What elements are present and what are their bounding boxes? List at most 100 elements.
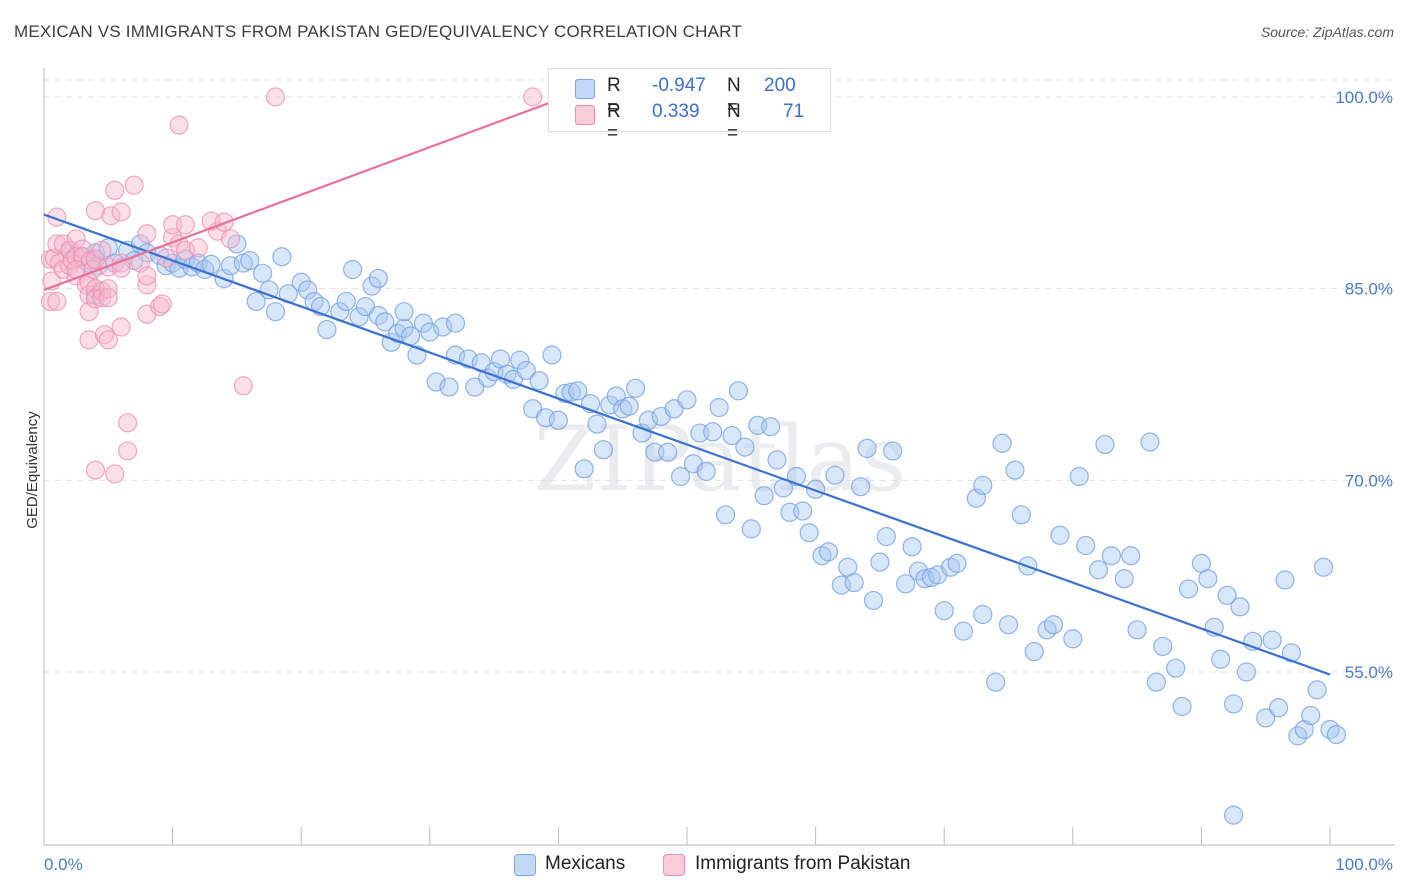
data-point <box>934 601 954 621</box>
data-point <box>317 319 337 340</box>
data-point <box>105 464 125 484</box>
data-point <box>233 376 253 396</box>
data-point <box>1236 662 1257 682</box>
data-point <box>98 288 118 308</box>
series-pakistan <box>40 87 543 484</box>
source-credit: Source: ZipAtlas.com <box>1260 24 1394 40</box>
data-point <box>625 378 646 398</box>
trend-lines <box>43 98 1331 676</box>
legend-n-value: 200 <box>764 75 796 96</box>
data-point <box>973 604 993 625</box>
data-point <box>343 259 363 280</box>
data-point <box>863 590 884 611</box>
data-point <box>246 291 266 312</box>
data-point <box>574 459 594 479</box>
data-point <box>799 523 819 543</box>
series-legend: Mexicans Immigrants from Pakistan <box>0 852 1406 878</box>
data-point <box>1088 560 1109 580</box>
trend-line-mexicans <box>43 213 1331 676</box>
data-point <box>291 272 311 292</box>
data-point <box>362 276 382 296</box>
data-point <box>1121 546 1141 566</box>
data-point <box>529 371 549 391</box>
data-point <box>240 250 260 271</box>
data-point <box>883 441 903 461</box>
data-point <box>510 350 530 370</box>
data-point <box>1005 460 1025 480</box>
data-point <box>111 317 131 337</box>
data-point <box>1076 535 1096 556</box>
series-mexicans <box>60 234 1347 825</box>
legend-swatch-pakistan <box>575 105 595 125</box>
chart-title: MEXICAN VS IMMIGRANTS FROM PAKISTAN GED/… <box>14 22 742 41</box>
data-point <box>265 302 286 322</box>
data-point <box>1153 636 1173 657</box>
data-point <box>98 330 118 350</box>
data-point <box>152 294 172 314</box>
data-point <box>150 296 170 317</box>
data-point <box>857 438 877 458</box>
data-point <box>1256 708 1276 728</box>
data-point <box>336 291 356 312</box>
data-point <box>696 461 716 481</box>
data-point <box>1069 466 1089 487</box>
legend-label-pakistan: Immigrants from Pakistan <box>695 853 911 874</box>
data-point <box>124 175 144 195</box>
data-point <box>568 381 588 401</box>
data-point <box>188 238 208 258</box>
x-tick-label: 0.0% <box>44 855 83 874</box>
data-point <box>973 475 993 496</box>
data-point <box>1326 725 1347 745</box>
legend-r-label: R = <box>607 101 621 144</box>
data-point <box>548 410 569 430</box>
data-point <box>1011 505 1031 525</box>
legend-n-label: N = <box>727 75 741 118</box>
data-point <box>998 615 1019 635</box>
data-point <box>1268 698 1289 718</box>
data-point <box>368 268 388 289</box>
data-point <box>111 202 131 222</box>
data-point <box>986 672 1006 692</box>
data-point <box>619 396 639 416</box>
data-point <box>754 486 774 506</box>
data-point <box>818 542 839 562</box>
data-point <box>741 519 761 539</box>
y-tick-label: 100.0% <box>1335 88 1393 107</box>
data-point <box>117 413 138 433</box>
data-point <box>587 414 607 434</box>
data-point <box>1320 719 1340 740</box>
data-point <box>201 254 221 274</box>
data-point <box>896 574 916 594</box>
data-point <box>105 180 125 200</box>
legend-n-value: 71 <box>783 101 805 122</box>
data-point <box>1166 658 1186 678</box>
data-point <box>760 417 781 437</box>
data-point <box>47 291 67 312</box>
x-tick-label: 100.0% <box>1335 855 1393 874</box>
data-point <box>1223 694 1244 714</box>
legend-r-value: 0.339 <box>652 101 700 122</box>
data-point <box>85 460 106 480</box>
data-point <box>169 115 189 135</box>
data-point <box>1172 696 1192 717</box>
data-point <box>722 426 742 446</box>
data-point <box>79 330 99 350</box>
data-point <box>953 621 974 641</box>
data-point <box>715 505 736 525</box>
data-point <box>298 280 318 300</box>
stats-legend: R = -0.947 N = 200 R = 0.339 N = 71 <box>548 68 831 144</box>
data-point <box>670 466 691 487</box>
data-point <box>1217 585 1237 605</box>
data-point <box>1101 546 1121 566</box>
data-point <box>92 240 112 260</box>
data-point <box>947 553 967 573</box>
legend-n-label: N = <box>727 101 741 144</box>
data-point <box>1294 719 1314 740</box>
data-point <box>1301 705 1321 726</box>
data-point <box>439 377 459 397</box>
data-point <box>677 390 697 410</box>
legend-swatch-pakistan <box>663 854 685 876</box>
data-point <box>728 381 749 401</box>
data-point <box>593 440 614 460</box>
